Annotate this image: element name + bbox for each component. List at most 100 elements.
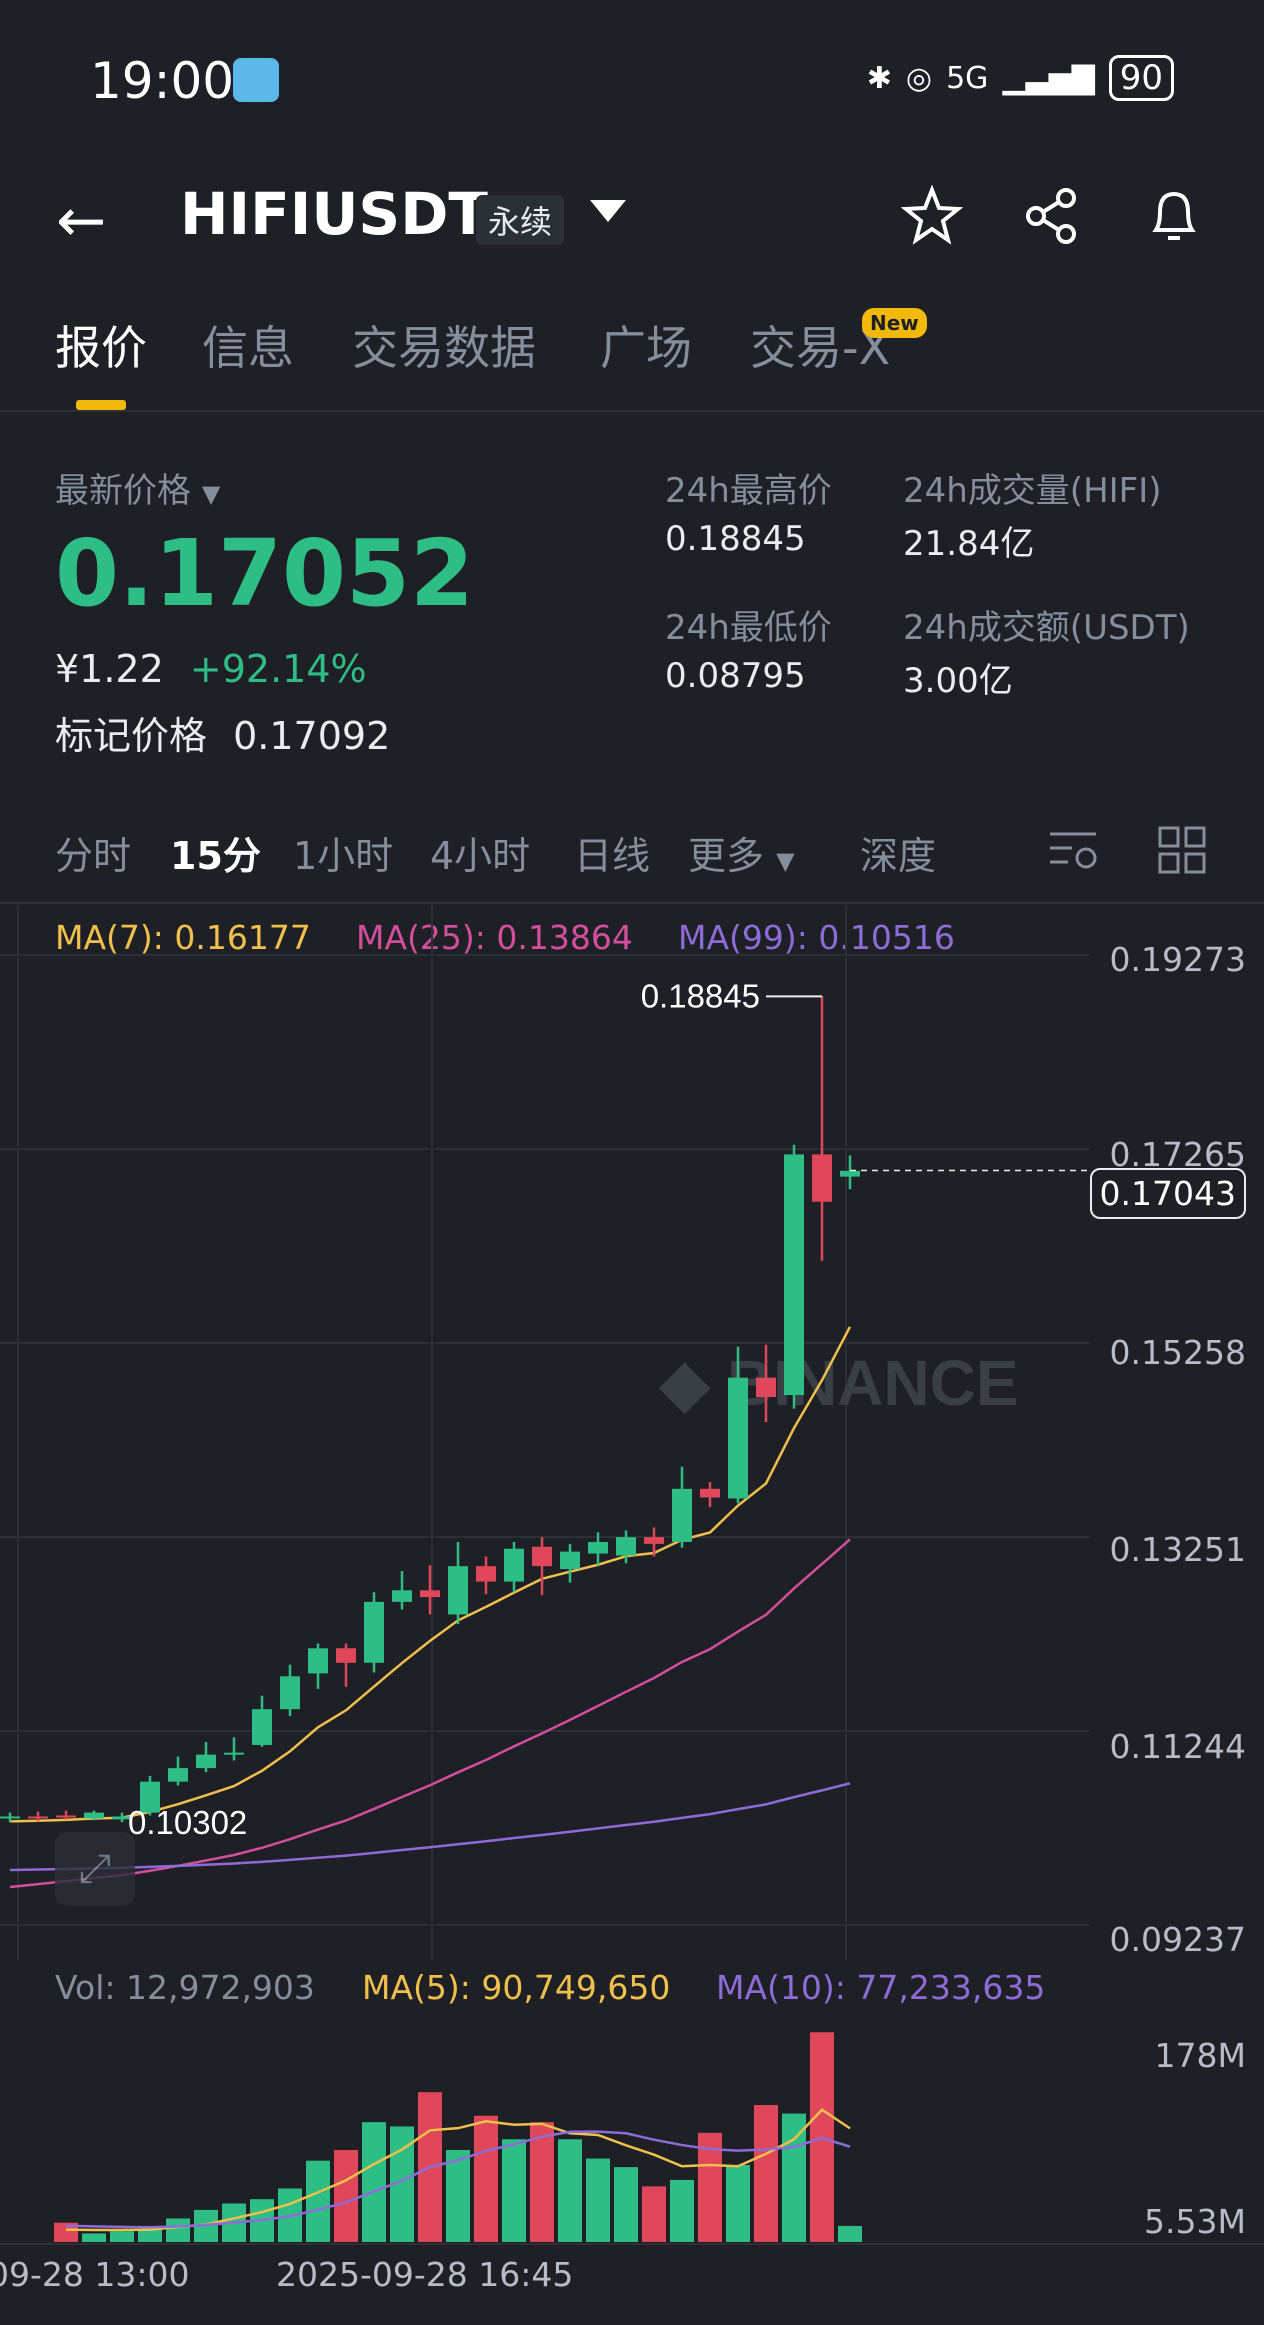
volume-bar bbox=[362, 2122, 386, 2242]
candle-body bbox=[420, 1590, 440, 1598]
volume-bar bbox=[474, 2115, 498, 2242]
low-value: 0.08795 bbox=[665, 656, 806, 696]
volume-base-label: 24h成交量(HIFI) bbox=[903, 471, 1162, 511]
layout-grid-icon[interactable] bbox=[1158, 826, 1206, 874]
volume-bar bbox=[670, 2179, 694, 2242]
depth-tab[interactable]: 深度 bbox=[860, 834, 937, 878]
candle-body bbox=[756, 1377, 776, 1397]
time-axis-label: 2025-09-28 16:45 bbox=[276, 2255, 574, 2294]
binance-watermark: ◆ BINANCE bbox=[658, 1347, 1019, 1419]
interval-time[interactable]: 分时 bbox=[55, 834, 132, 878]
volume-bar bbox=[334, 2149, 358, 2242]
symbol-title[interactable]: HIFIUSDT bbox=[180, 180, 488, 248]
interval-1h[interactable]: 1小时 bbox=[293, 834, 394, 878]
price-axis-label: 0.13251 bbox=[1109, 1530, 1246, 1569]
candle-body bbox=[588, 1541, 608, 1554]
last-price-label[interactable]: 最新价格 ▼ bbox=[55, 471, 221, 511]
share-icon[interactable] bbox=[1020, 184, 1084, 248]
candlestick-chart[interactable]: ◆ BINANCE 0.18845 0.10302 bbox=[0, 905, 1264, 1960]
candle-body bbox=[644, 1537, 664, 1544]
divider bbox=[0, 2243, 1264, 2245]
indicator-settings-icon[interactable] bbox=[1048, 826, 1100, 874]
interval-1d[interactable]: 日线 bbox=[574, 834, 651, 878]
candle-body bbox=[784, 1154, 804, 1396]
active-tab-indicator bbox=[76, 400, 126, 410]
status-icons: ✱ ◎ 5G ▁▃▅▇ 90 bbox=[867, 55, 1174, 101]
candle-body bbox=[84, 1812, 104, 1819]
divider bbox=[0, 410, 1264, 412]
volume-bar bbox=[558, 2139, 582, 2242]
high-marker-label: 0.18845 bbox=[641, 977, 760, 1014]
favorite-star-icon[interactable] bbox=[900, 184, 964, 248]
volume-bar bbox=[614, 2167, 638, 2242]
volume-ma10-line bbox=[65, 2130, 851, 2229]
interval-more[interactable]: 更多 ▼ bbox=[688, 834, 795, 878]
hotspot-icon: ◎ bbox=[905, 60, 933, 96]
volume-base-value: 21.84亿 bbox=[903, 524, 1035, 564]
candle-body bbox=[532, 1546, 552, 1567]
price-axis-label: 0.19273 bbox=[1109, 940, 1246, 979]
current-price-tag: 0.17043 bbox=[1089, 1168, 1246, 1219]
low-marker-label: 0.10302 bbox=[128, 1804, 247, 1841]
symbol-dropdown-icon[interactable] bbox=[590, 200, 626, 222]
volume-axis-max: 178M bbox=[1154, 2036, 1246, 2075]
tab-quote[interactable]: 报价 bbox=[55, 321, 147, 375]
candle-body bbox=[112, 1816, 132, 1820]
candle-body bbox=[840, 1170, 860, 1177]
fullscreen-toggle-icon[interactable]: ⤢ bbox=[55, 1832, 135, 1906]
volume-bar bbox=[782, 2113, 806, 2242]
candle-body bbox=[56, 1815, 76, 1818]
mark-price-row: 标记价格 0.17092 bbox=[55, 705, 390, 760]
new-badge: New bbox=[862, 308, 927, 338]
ma99-line bbox=[9, 1782, 851, 1872]
candle-body bbox=[448, 1566, 468, 1615]
candle-body bbox=[560, 1551, 580, 1570]
tab-info[interactable]: 信息 bbox=[202, 321, 294, 375]
interval-15m[interactable]: 15分 bbox=[170, 834, 261, 878]
last-price: 0.17052 bbox=[55, 520, 475, 627]
price-change: +92.14% bbox=[189, 647, 367, 691]
candle-body bbox=[168, 1768, 188, 1782]
bell-icon[interactable] bbox=[1142, 184, 1206, 248]
candle-body bbox=[224, 1752, 244, 1755]
cny-price-row: ¥1.22 +92.14% bbox=[55, 647, 367, 691]
volume-axis-min: 5.53M bbox=[1144, 2202, 1246, 2241]
price-axis-label: 0.11244 bbox=[1109, 1727, 1246, 1766]
volume-bar bbox=[306, 2160, 330, 2242]
volume-bar bbox=[726, 2164, 750, 2242]
candle-body bbox=[308, 1648, 328, 1674]
candle-body bbox=[336, 1648, 356, 1663]
back-arrow-icon[interactable]: ← bbox=[56, 186, 107, 256]
tab-trading-data[interactable]: 交易数据 bbox=[352, 321, 536, 375]
mark-price-label: 标记价格 bbox=[55, 714, 208, 758]
volume-bar bbox=[754, 2105, 778, 2242]
divider bbox=[0, 902, 1264, 904]
volume-quote-value: 3.00亿 bbox=[903, 661, 1013, 701]
volume-bar bbox=[586, 2158, 610, 2242]
candle-body bbox=[252, 1709, 272, 1745]
volume-bar bbox=[530, 2122, 554, 2242]
price-axis-label: 0.15258 bbox=[1109, 1333, 1246, 1372]
volume-bar bbox=[110, 2231, 134, 2242]
volume-bar bbox=[698, 2132, 722, 2242]
candle-body bbox=[140, 1781, 160, 1813]
candle-body bbox=[504, 1548, 524, 1582]
candle-body bbox=[728, 1377, 748, 1499]
candle-body bbox=[672, 1488, 692, 1542]
volume-bar bbox=[166, 2218, 190, 2242]
volume-chart[interactable] bbox=[0, 2010, 1264, 2245]
signal-bars-icon: ▁▃▅▇ bbox=[1002, 60, 1095, 96]
ma25-line bbox=[9, 1538, 851, 1889]
tab-square[interactable]: 广场 bbox=[600, 321, 692, 375]
candle-body bbox=[196, 1754, 216, 1769]
candle-body bbox=[616, 1537, 636, 1556]
volume-quote-label: 24h成交额(USDT) bbox=[903, 608, 1190, 648]
interval-4h[interactable]: 4小时 bbox=[430, 834, 531, 878]
candle-body bbox=[392, 1590, 412, 1602]
candle-body bbox=[812, 1154, 832, 1202]
ma7-legend: MA(7): 0.16177 bbox=[55, 918, 311, 957]
caret-down-icon: ▼ bbox=[201, 480, 221, 508]
volume-bar bbox=[838, 2225, 862, 2242]
candle-body bbox=[700, 1488, 720, 1498]
signal-icon: 5G bbox=[946, 60, 989, 96]
